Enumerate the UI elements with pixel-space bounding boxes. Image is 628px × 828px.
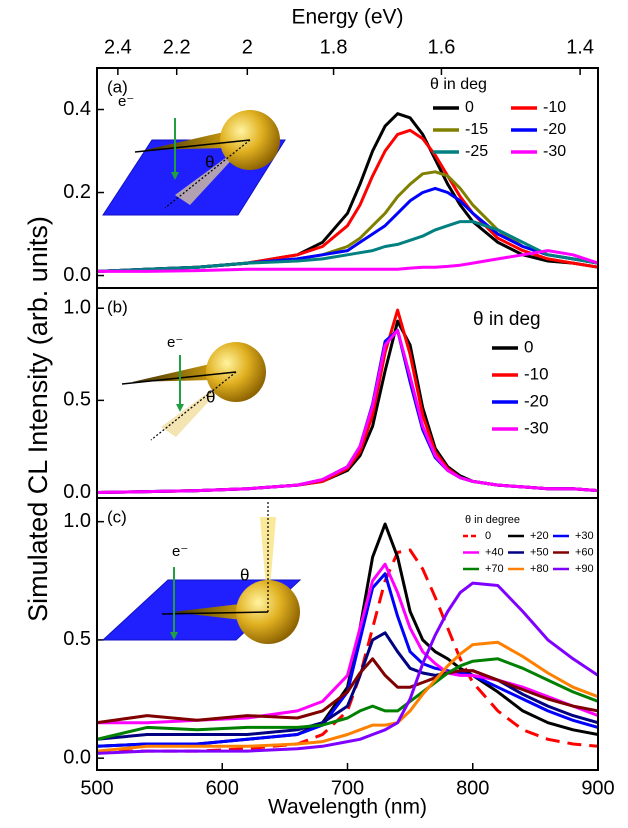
legend-label: -25 bbox=[465, 143, 488, 160]
inset-electron-label: e⁻ bbox=[167, 334, 183, 351]
tip bbox=[145, 132, 226, 150]
legend-label: +80 bbox=[530, 563, 549, 575]
inset-electron-label: e⁻ bbox=[118, 93, 134, 110]
y-tick-label: 0.5 bbox=[63, 389, 91, 411]
y-tick-label: 1.0 bbox=[63, 297, 91, 319]
axis-arrow bbox=[161, 611, 269, 615]
legend-label: +60 bbox=[575, 546, 594, 558]
legend-label: -20 bbox=[543, 121, 566, 138]
series-line bbox=[97, 640, 598, 753]
series-line bbox=[97, 631, 598, 741]
series-line bbox=[97, 220, 598, 273]
plot-lines bbox=[97, 308, 598, 494]
x-tick-label: 700 bbox=[331, 777, 364, 799]
y-tick-label: 0.4 bbox=[63, 98, 91, 120]
series-line bbox=[97, 657, 598, 741]
y-tick-label: 0.0 bbox=[63, 481, 91, 503]
y-tick-label: 0.5 bbox=[63, 628, 91, 650]
legend-title: θ in deg bbox=[430, 76, 487, 93]
y-axis-label: Simulated CL Intensity (arb. units) bbox=[23, 216, 53, 622]
electron-arrowhead bbox=[170, 632, 178, 640]
axis-arrow bbox=[134, 139, 251, 153]
inset-illustration bbox=[102, 110, 286, 216]
x2-tick-label: 1.8 bbox=[320, 36, 348, 58]
tip bbox=[132, 364, 212, 382]
legend-label: 0 bbox=[524, 337, 533, 356]
legend-title: θ in deg bbox=[473, 309, 541, 330]
legend-title: θ in degree bbox=[465, 514, 520, 526]
x2-axis-label: Energy (eV) bbox=[291, 6, 403, 29]
tip bbox=[172, 604, 242, 620]
plot-frame bbox=[96, 497, 599, 771]
legend-label: +70 bbox=[485, 563, 504, 575]
electron-arrowhead bbox=[176, 404, 184, 412]
legend-label: -10 bbox=[543, 99, 566, 116]
inset-angle-label: θ bbox=[205, 152, 214, 171]
series-line bbox=[97, 548, 598, 753]
legend-label: +40 bbox=[485, 546, 504, 558]
inset-angle-label: θ bbox=[206, 387, 215, 406]
electron-arrowhead bbox=[171, 172, 179, 180]
y-tick-label: 1.0 bbox=[63, 510, 91, 532]
legend-label: -20 bbox=[524, 391, 549, 410]
plot-lines bbox=[97, 522, 598, 755]
panel-label: (b) bbox=[107, 297, 128, 316]
y-tick-label: 0.0 bbox=[63, 746, 91, 768]
series-line bbox=[97, 328, 598, 494]
x-tick-label: 600 bbox=[206, 777, 239, 799]
legend-label: +90 bbox=[575, 563, 594, 575]
plot-lines bbox=[97, 112, 598, 273]
legend-label: -15 bbox=[465, 121, 488, 138]
x2-tick-label: 2.2 bbox=[163, 36, 191, 58]
emission-cone bbox=[260, 517, 276, 612]
y-tick-label: 0.2 bbox=[63, 181, 91, 203]
x-axis-label: Wavelength (nm) bbox=[268, 796, 427, 819]
panel-label: (a) bbox=[107, 77, 128, 96]
y-tick-label: 0.0 bbox=[63, 264, 91, 286]
series-line bbox=[97, 657, 598, 725]
series-line bbox=[97, 581, 598, 755]
x2-tick-label: 2 bbox=[242, 36, 253, 58]
x-tick-label: 900 bbox=[581, 777, 614, 799]
legend-label: -10 bbox=[524, 364, 549, 383]
legend-label: -30 bbox=[524, 418, 549, 437]
legend-label: 0 bbox=[485, 530, 491, 542]
series-line bbox=[97, 128, 598, 273]
x2-tick-label: 2.4 bbox=[104, 36, 132, 58]
legend-label: +50 bbox=[530, 546, 549, 558]
legend-label: 0 bbox=[465, 99, 474, 116]
inset-illustration bbox=[101, 502, 302, 644]
series-line bbox=[97, 572, 598, 748]
legend-label: -30 bbox=[543, 143, 566, 160]
x2-tick-label: 1.4 bbox=[566, 36, 594, 58]
inset-illustration bbox=[121, 342, 266, 441]
inset-angle-label: θ bbox=[240, 565, 249, 584]
panel-label: (c) bbox=[107, 507, 127, 526]
x-tick-label: 500 bbox=[80, 777, 113, 799]
legend-label: +20 bbox=[530, 530, 549, 542]
x2-tick-label: 1.6 bbox=[428, 36, 456, 58]
x-tick-label: 800 bbox=[456, 777, 489, 799]
series-line bbox=[97, 249, 598, 273]
legend-label: +30 bbox=[575, 530, 594, 542]
inset-electron-label: e⁻ bbox=[172, 543, 188, 560]
